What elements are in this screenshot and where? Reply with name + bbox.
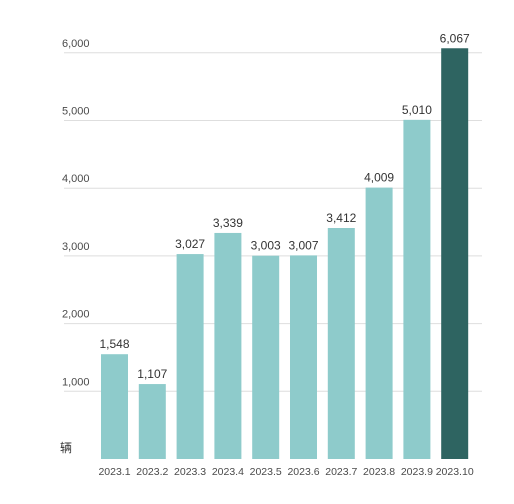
value-labels: 1,548 1,107 3,027 3,339 3,003 3,007 3,412 4,009… [99, 31, 470, 381]
x-tick-label: 2023.4 [212, 466, 244, 478]
y-tick-label: 4,000 [62, 173, 90, 185]
y-tick-label: 5,000 [62, 106, 90, 118]
bar [252, 255, 280, 459]
x-axis-category-labels: 2023.1 2023.2 2023.3 2023.4 2023.5 2023.6 2023… [98, 466, 473, 478]
x-tick-label: 2023.9 [401, 466, 433, 478]
x-tick-label: 2023.3 [174, 466, 206, 478]
data-label: 1,548 [99, 337, 129, 351]
x-tick-label: 2023.5 [250, 466, 282, 478]
bar [441, 48, 469, 459]
data-label: 6,067 [440, 31, 470, 45]
x-tick-label: 2023.10 [436, 466, 474, 478]
x-tick-label: 2023.1 [98, 466, 130, 478]
data-label: 4,009 [364, 171, 394, 185]
y-tick-label: 3,000 [62, 241, 90, 253]
data-label: 5,010 [402, 103, 432, 117]
data-label: 3,027 [175, 237, 205, 251]
bars [101, 48, 469, 459]
bar [176, 254, 204, 459]
bar [327, 228, 355, 459]
bar [138, 384, 166, 459]
y-axis-unit-label: 辆 [60, 441, 72, 455]
y-tick-label: 1,000 [62, 376, 90, 388]
x-tick-label: 2023.6 [287, 466, 319, 478]
bar [403, 119, 431, 459]
data-label: 3,412 [326, 211, 356, 225]
x-tick-label: 2023.7 [325, 466, 357, 478]
data-label: 3,339 [213, 216, 243, 230]
bar [290, 255, 317, 459]
bar [365, 187, 393, 459]
data-label: 3,007 [288, 238, 318, 252]
data-label: 3,003 [251, 239, 281, 253]
y-axis-tick-labels: 1,000 2,000 3,000 4,000 5,000 6,000 [62, 38, 90, 388]
y-tick-label: 2,000 [62, 309, 90, 321]
x-tick-label: 2023.2 [136, 466, 168, 478]
y-tick-label: 6,000 [62, 38, 90, 50]
bar [214, 232, 242, 459]
x-tick-label: 2023.8 [363, 466, 395, 478]
bar [101, 354, 128, 459]
data-label: 1,107 [137, 367, 167, 381]
